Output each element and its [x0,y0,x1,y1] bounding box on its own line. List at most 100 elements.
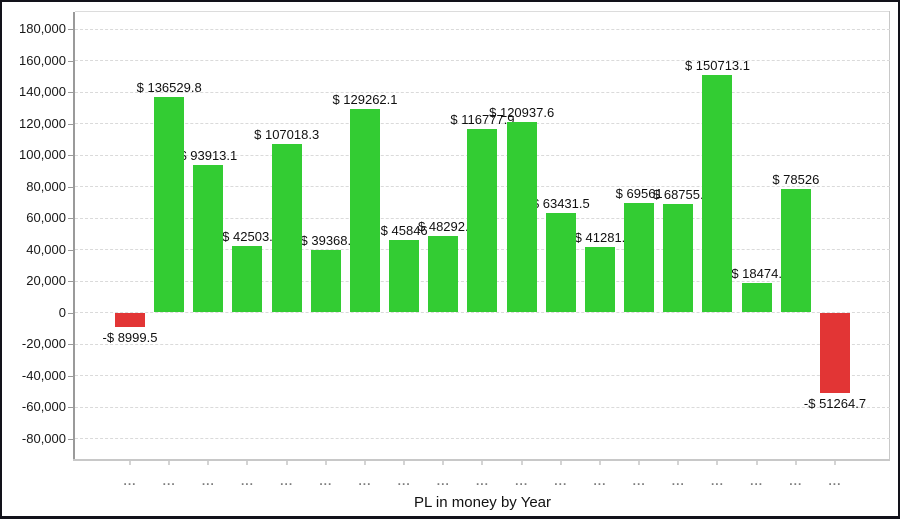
bar-value-label: $ 39368. [300,233,352,249]
y-axis-tick-label: -20,000 [21,336,66,351]
x-axis-category-label: ... [710,474,724,488]
y-axis-tick-mark [68,344,74,345]
gridline [75,375,890,376]
bar-value-label: $ 42503. [222,228,273,244]
bar-value-label: $ 48292. [418,219,469,235]
x-axis-tick-mark [207,461,209,465]
bar-value-label: $ 63431.5 [531,195,590,211]
bar-value-label: $ 41281. [574,230,626,246]
y-axis-tick-label: 80,000 [26,178,66,194]
y-axis-tick-mark [68,312,74,314]
y-axis-tick-mark [68,281,74,282]
bar-value-label: $ 68755. [653,187,704,203]
x-axis-tick-mark [168,461,170,465]
bar [349,108,380,313]
y-axis-tick-label: 20,000 [26,273,66,288]
bar-value-label: $ 116777.9 [450,111,515,127]
bar [819,312,850,394]
x-axis-category-label: ... [280,474,294,488]
bar [702,75,733,313]
x-axis-line [73,459,890,461]
y-axis-labels: 180,000 160,000 140,000 120,000 100,000 80,00… [2,2,75,516]
bar [193,164,224,313]
x-axis-category-label: ... [123,474,137,488]
bar [584,247,615,313]
bar-value-label: $ 93913.1 [179,147,238,163]
chart-title: PL in money by Year [413,494,552,511]
x-axis-category-label: ... [554,474,568,488]
x-axis-tick-mark [638,461,640,465]
y-axis-tick-label: 100,000 [19,147,66,162]
bar [115,312,145,327]
x-axis-category-label: ... [750,474,764,488]
y-axis-tick-label: 140,000 [19,84,66,99]
bar [506,122,537,313]
x-axis-tick-mark [521,461,523,465]
y-axis-tick-mark [68,407,74,408]
x-axis-category-label: ... [358,474,372,488]
x-axis-category-label: ... [436,474,450,488]
y-axis-tick-mark [68,29,74,30]
x-axis-category-label: ... [671,474,685,488]
bar-value-label: -$ 8999.5 [102,329,158,345]
gridline [75,312,890,313]
gridline [75,438,890,439]
bar-value-label: -$ 51264.7 [803,396,867,412]
x-axis-category-label: ... [515,474,529,488]
y-axis-tick-mark [68,375,74,377]
x-axis-category-label: ... [632,474,646,488]
bar [310,250,341,313]
gridline [75,91,890,93]
x-axis-tick-mark [756,461,758,465]
y-axis-line [73,12,75,461]
bar [389,240,420,313]
x-axis-category-label: ... [828,474,842,488]
bar [624,202,655,313]
y-axis-tick-label: -60,000 [21,399,66,414]
bar-value-label: $ 136529.8 [136,80,202,96]
bar-value-label: $ 150713.1 [684,58,751,74]
x-axis-tick-mark [795,461,797,465]
y-axis-tick-mark [68,249,74,251]
bar [780,188,811,313]
x-axis-tick-mark [599,461,601,465]
x-axis-labels: ........................................… [75,461,890,493]
x-axis-tick-mark [246,461,248,465]
gridline [75,406,890,408]
plot-frame-top [75,11,890,12]
y-axis-tick-mark [68,218,74,219]
y-axis-tick-mark [68,438,74,440]
y-axis-tick-label: 160,000 [19,52,66,68]
gridline [75,60,890,61]
x-axis-category-label: ... [789,474,803,488]
x-axis-category-label: ... [162,474,176,488]
y-axis-tick-label: -80,000 [21,430,66,446]
y-axis-tick-label: 60,000 [26,210,66,225]
bar-value-label: $ 18474. [731,266,782,282]
x-axis-category-label: ... [397,474,411,488]
bar-value-label: $ 129262.1 [332,91,398,107]
x-axis-tick-mark [560,461,562,465]
x-axis-tick-mark [325,461,327,465]
gridline [75,123,890,124]
y-axis-tick-label: 40,000 [26,241,66,257]
y-axis-tick-label: 180,000 [19,21,66,36]
bar-value-label: $ 69561 [615,185,663,201]
y-axis-tick-mark [68,92,74,93]
x-axis-tick-mark [677,461,679,465]
x-axis-category-label: ... [319,474,333,488]
y-axis-tick-label: 0 [58,304,66,320]
x-axis-tick-mark [481,461,483,465]
bar [271,143,302,313]
x-axis-category-label: ... [593,474,607,488]
x-axis-tick-mark [129,461,131,465]
plot-area: -$ 8999.5 $ 136529.8 $ 93913.1 $ 42503. $ 10… [75,12,890,459]
x-axis-tick-mark [364,461,366,465]
y-axis-tick-mark [68,155,74,156]
bar [663,204,694,313]
bar [467,128,498,313]
x-axis-tick-mark [716,461,718,465]
x-axis-tick-mark [442,461,444,465]
y-axis-tick-mark [68,186,74,188]
